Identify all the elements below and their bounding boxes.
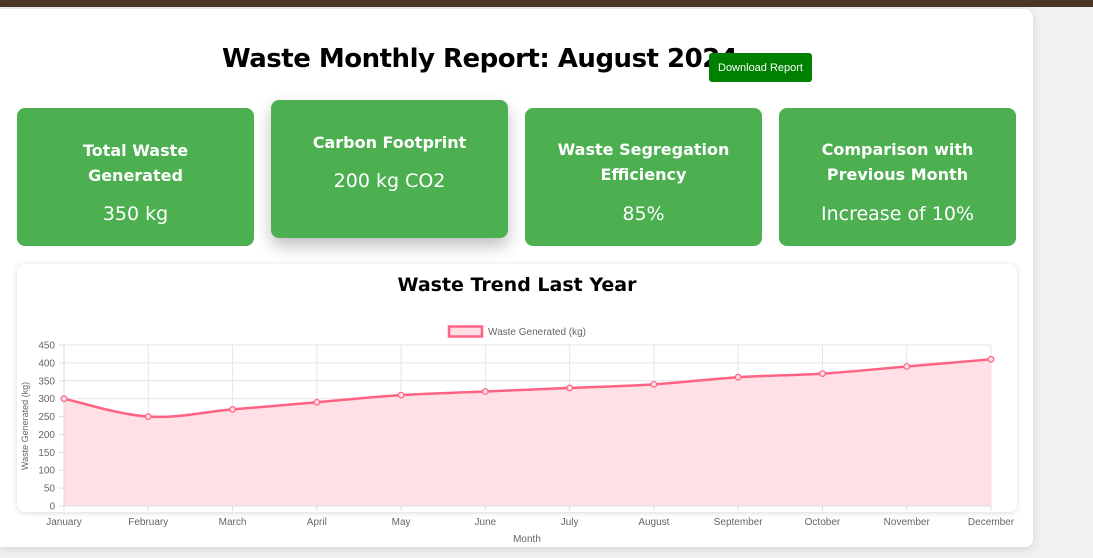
- y-tick-label: 0: [49, 502, 55, 513]
- data-point: [481, 388, 489, 395]
- x-tick-label: February: [128, 517, 168, 528]
- x-tick-label: November: [884, 517, 931, 528]
- y-tick-label: 350: [38, 376, 55, 387]
- y-tick-label: 250: [38, 412, 55, 423]
- series-area: [64, 359, 991, 506]
- data-point: [397, 391, 405, 399]
- card-value: 85%: [622, 203, 665, 225]
- data-point: [819, 370, 826, 378]
- y-tick-label: 150: [38, 448, 55, 459]
- card-title: Carbon Footprint: [312, 133, 467, 152]
- y-tick-label: 300: [38, 394, 55, 405]
- data-point: [987, 355, 995, 363]
- chart-axes: 0 50 100 150 200 250 300 350 400 450 January Februa…: [38, 341, 1014, 529]
- chart-area-layer: [63, 358, 992, 506]
- chart-title: Waste Trend Last Year: [397, 274, 637, 296]
- page-title: Waste Monthly Report: August 2024: [222, 44, 738, 74]
- y-tick-label: 400: [38, 358, 55, 369]
- data-point: [313, 398, 321, 406]
- card-value: 350 kg: [102, 203, 169, 225]
- data-point: [60, 395, 68, 403]
- y-tick-label: 50: [44, 484, 56, 495]
- x-tick-label: June: [475, 517, 497, 528]
- top-bar: [0, 0, 1093, 7]
- x-tick-label: August: [638, 517, 669, 528]
- x-tick-label: April: [307, 517, 327, 528]
- chart-legend[interactable]: Waste Generated (kg): [447, 325, 586, 339]
- card-value: Increase of 10%: [820, 203, 975, 225]
- data-point: [144, 413, 152, 420]
- data-point: [566, 384, 574, 392]
- x-tick-label: May: [392, 517, 411, 528]
- data-point: [903, 363, 911, 370]
- chart-points: [60, 355, 995, 420]
- y-axis-label: Waste Generated (kg): [20, 382, 30, 470]
- data-point: [734, 373, 742, 381]
- x-axis-label: Month: [513, 534, 541, 545]
- card-title: Total Waste Generated: [82, 141, 189, 185]
- legend-swatch[interactable]: [447, 325, 484, 338]
- download-report-button[interactable]: Download Report: [709, 53, 812, 82]
- card-carbon-footprint: Carbon Footprint 200 kg CO2: [271, 100, 508, 238]
- series-line: [63, 358, 992, 419]
- x-tick-label: December: [968, 517, 1015, 528]
- card-title: Comparison with Previous Month: [821, 140, 974, 184]
- data-point: [650, 380, 658, 388]
- y-tick-label: 100: [38, 466, 55, 477]
- x-tick-label: March: [219, 517, 247, 528]
- data-point: [229, 406, 236, 413]
- y-tick-label: 200: [38, 430, 55, 441]
- report-header: Waste Monthly Report: August 2024 Downlo…: [0, 36, 1033, 92]
- x-tick-label: September: [714, 517, 764, 528]
- card-value: 200 kg CO2: [333, 170, 446, 192]
- card-comparison-previous: Comparison with Previous Month Increase …: [779, 108, 1016, 246]
- x-tick-label: January: [46, 517, 82, 528]
- x-tick-label: October: [805, 517, 841, 528]
- card-segregation-efficiency: Waste Segregation Efficiency 85%: [525, 108, 762, 246]
- card-title: Waste Segregation Efficiency: [557, 140, 730, 184]
- card-total-waste: Total Waste Generated 350 kg: [17, 108, 254, 246]
- legend-label[interactable]: Waste Generated (kg): [488, 327, 586, 338]
- y-tick-label: 450: [38, 341, 55, 352]
- x-tick-label: July: [561, 517, 579, 528]
